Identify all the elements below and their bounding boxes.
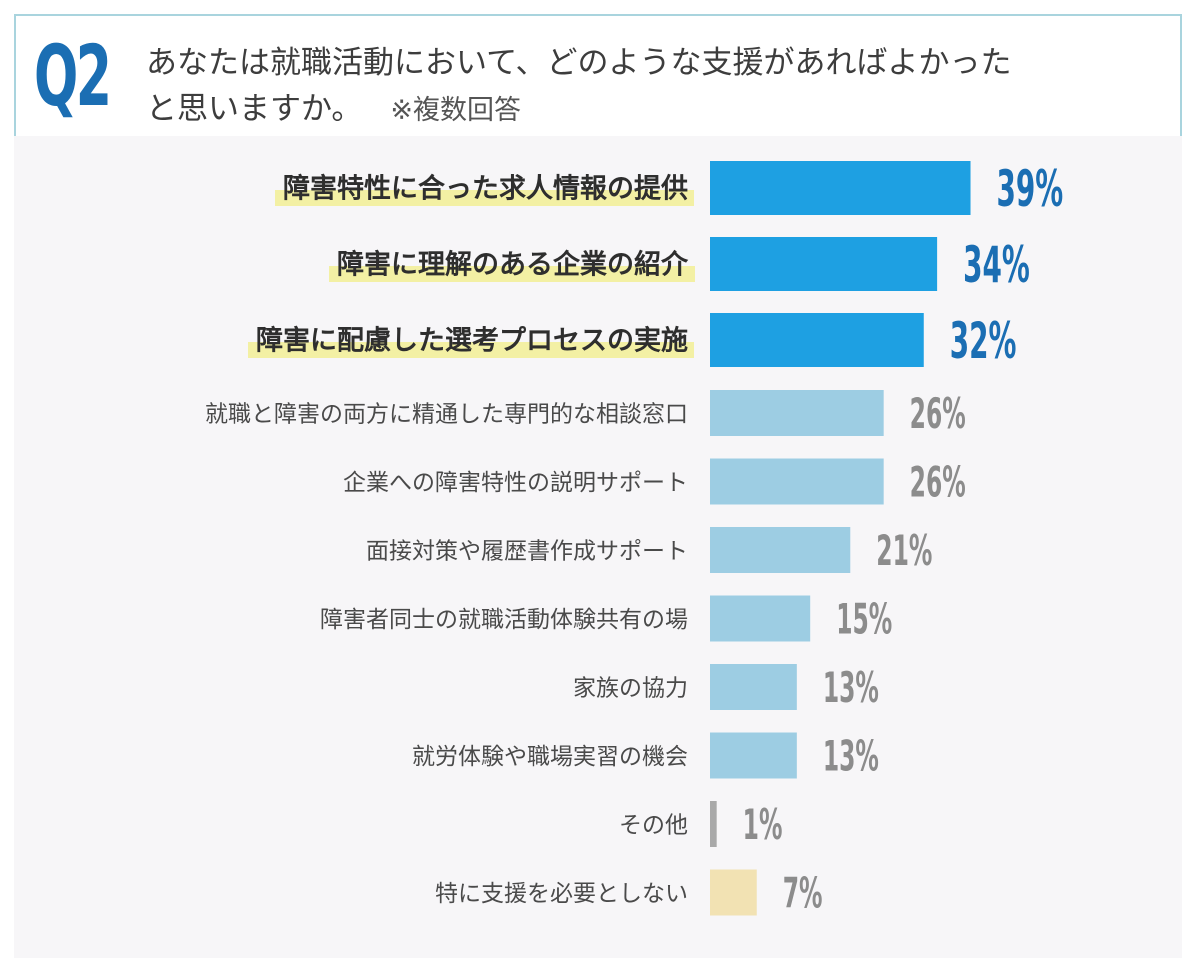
multiple-answer-note: ※複数回答 bbox=[390, 95, 522, 126]
label-highlight bbox=[248, 342, 694, 358]
bar bbox=[710, 390, 884, 436]
bar bbox=[710, 313, 924, 367]
bar bbox=[710, 237, 938, 291]
category-label: 障害に配慮した選考プロセスの実施 bbox=[256, 325, 688, 357]
value-label: 13% bbox=[823, 733, 879, 781]
value-label: 39% bbox=[997, 159, 1064, 218]
label-highlight bbox=[329, 266, 695, 282]
category-label: 障害に理解のある企業の紹介 bbox=[337, 249, 689, 281]
bar bbox=[710, 458, 884, 505]
value-label: 26% bbox=[910, 391, 966, 439]
value-label: 26% bbox=[910, 459, 966, 507]
value-label: 21% bbox=[876, 528, 932, 576]
label-highlight bbox=[275, 190, 694, 206]
question-line-1: あなたは就職活動において、どのような支援があればよかった bbox=[146, 45, 1012, 81]
value-label: 34% bbox=[963, 235, 1030, 294]
category-label: 特に支援を必要としない bbox=[435, 881, 688, 907]
question-line-2-text: と思いますか。 bbox=[146, 91, 363, 127]
bar bbox=[710, 732, 797, 779]
bar bbox=[710, 595, 811, 642]
value-label: 32% bbox=[950, 311, 1017, 370]
category-label: 企業への障害特性の説明サポート bbox=[343, 470, 688, 496]
category-label: 家族の協力 bbox=[573, 675, 688, 701]
question-badge: Q2 bbox=[34, 27, 112, 125]
bar bbox=[710, 801, 717, 847]
bar bbox=[710, 664, 797, 710]
value-label: 7% bbox=[783, 870, 823, 918]
question-text: あなたは就職活動において、どのような支援があればよかった と思いますか。 ※複数回… bbox=[146, 40, 1146, 134]
bar bbox=[710, 869, 757, 916]
value-label: 1% bbox=[743, 802, 783, 850]
bar bbox=[710, 527, 851, 573]
category-label: 障害特性に合った求人情報の提供 bbox=[283, 173, 688, 205]
question-line-2: と思いますか。 ※複数回答 bbox=[146, 86, 1146, 134]
bar bbox=[710, 161, 971, 215]
category-label: 面接対策や履歴書作成サポート bbox=[366, 538, 688, 564]
category-label: その他 bbox=[619, 812, 688, 838]
category-label: 就労体験や職場実習の機会 bbox=[412, 744, 688, 770]
category-label: 障害者同士の就職活動体験共有の場 bbox=[320, 607, 688, 633]
category-label: 就職と障害の両方に精通した専門的な相談窓口 bbox=[205, 401, 688, 427]
value-label: 15% bbox=[836, 596, 892, 644]
value-label: 13% bbox=[823, 665, 879, 713]
